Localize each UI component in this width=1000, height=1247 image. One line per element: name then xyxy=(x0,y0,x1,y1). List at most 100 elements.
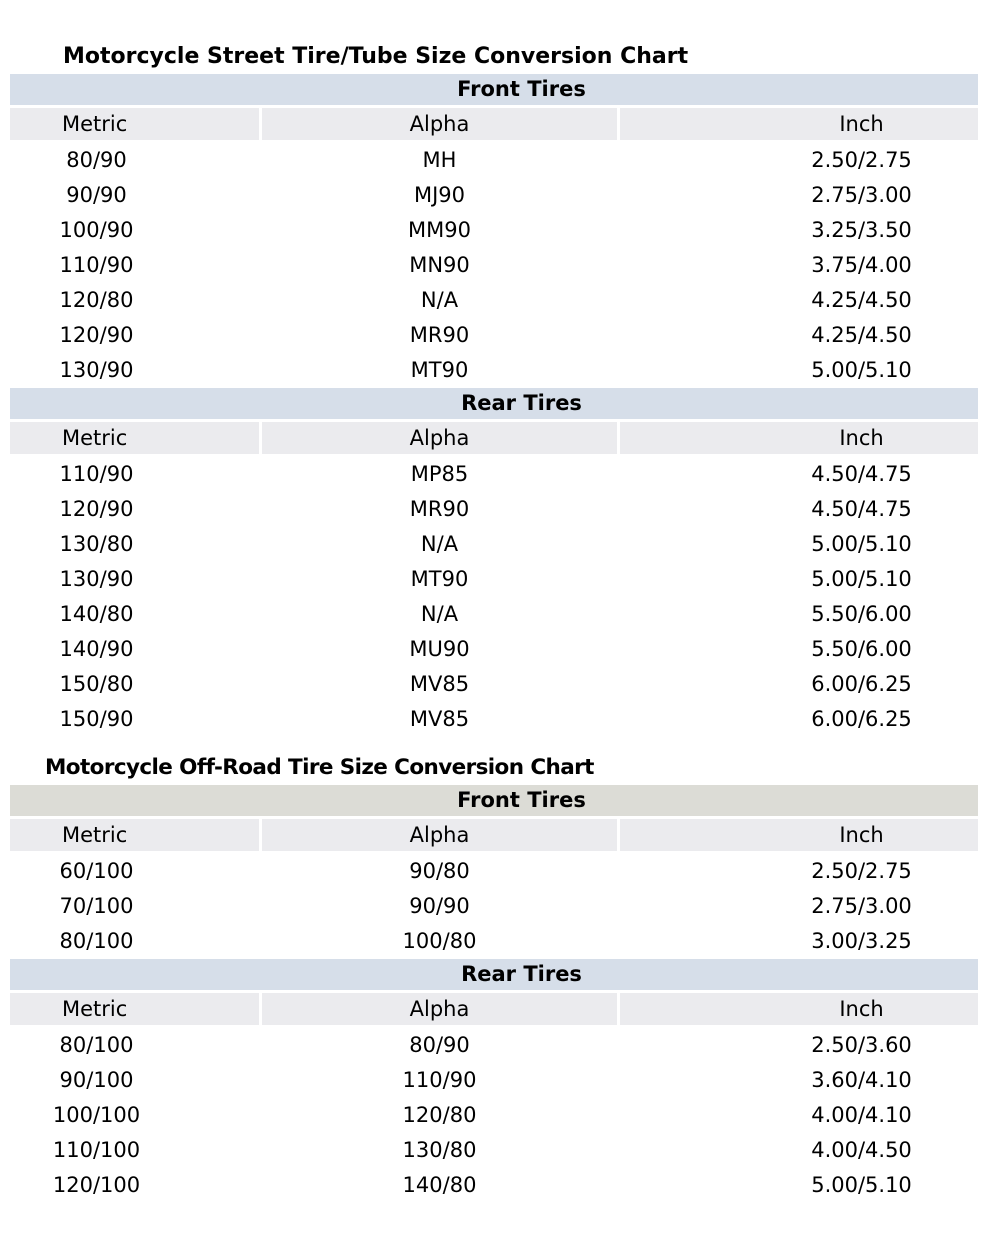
cell-alpha: MT90 xyxy=(410,358,469,382)
cell-alpha: 130/80 xyxy=(402,1138,477,1162)
cell-inch: 2.50/3.60 xyxy=(811,1033,912,1057)
cell-alpha: MV85 xyxy=(409,707,470,731)
cell-inch: 5.00/5.10 xyxy=(811,567,912,591)
cell-alpha: MH xyxy=(422,148,457,172)
table-row: 70/100 90/90 2.75/3.00 xyxy=(10,889,978,924)
cell-inch: 4.25/4.50 xyxy=(811,323,912,347)
cell-alpha: MM90 xyxy=(408,218,471,242)
cell-metric: 70/100 xyxy=(59,894,134,918)
cell-inch: 5.00/5.10 xyxy=(811,1173,912,1197)
table-row: 130/80 N/A 5.00/5.10 xyxy=(10,527,978,562)
column-header-inch: Inch xyxy=(620,108,978,140)
cell-alpha: 90/80 xyxy=(409,859,470,883)
column-header-metric: Metric xyxy=(10,108,259,140)
cell-alpha: 100/80 xyxy=(402,929,477,953)
column-header-alpha: Alpha xyxy=(262,993,617,1025)
column-header-metric: Metric xyxy=(10,993,259,1025)
table-row: 120/100 140/80 5.00/5.10 xyxy=(10,1168,978,1203)
cell-alpha: 80/90 xyxy=(409,1033,470,1057)
table-row: 60/100 90/80 2.50/2.75 xyxy=(10,854,978,889)
cell-metric: 100/90 xyxy=(59,218,134,242)
column-header-inch: Inch xyxy=(620,422,978,454)
cell-metric: 80/100 xyxy=(59,929,134,953)
cell-inch: 4.00/4.10 xyxy=(811,1103,912,1127)
table-row: 80/100 100/80 3.00/3.25 xyxy=(10,924,978,959)
cell-metric: 110/90 xyxy=(59,253,134,277)
cell-alpha: MP85 xyxy=(410,462,469,486)
table-row: 90/100 110/90 3.60/4.10 xyxy=(10,1063,978,1098)
table-row: 150/80 MV85 6.00/6.25 xyxy=(10,667,978,702)
column-header-row: Metric Alpha Inch xyxy=(10,422,978,454)
table-row: 140/80 N/A 5.50/6.00 xyxy=(10,597,978,632)
cell-metric: 60/100 xyxy=(59,859,134,883)
cell-inch: 2.75/3.00 xyxy=(811,183,912,207)
cell-metric: 150/80 xyxy=(59,672,134,696)
cell-metric: 110/90 xyxy=(59,462,134,486)
table-row: 120/80 N/A 4.25/4.50 xyxy=(10,283,978,318)
cell-metric: 120/90 xyxy=(59,323,134,347)
table-row: 150/90 MV85 6.00/6.25 xyxy=(10,702,978,737)
table-row: 100/90 MM90 3.25/3.50 xyxy=(10,213,978,248)
section-header: Rear Tires xyxy=(10,388,978,419)
cell-inch: 5.00/5.10 xyxy=(811,358,912,382)
cell-inch: 6.00/6.25 xyxy=(811,707,912,731)
cell-inch: 2.75/3.00 xyxy=(811,894,912,918)
table-row: 100/100 120/80 4.00/4.10 xyxy=(10,1098,978,1133)
cell-inch: 2.50/2.75 xyxy=(811,148,912,172)
table-row: 120/90 MR90 4.50/4.75 xyxy=(10,492,978,527)
table-row: 110/90 MN90 3.75/4.00 xyxy=(10,248,978,283)
cell-alpha: N/A xyxy=(420,532,459,556)
chart-title: Motorcycle Off-Road Tire Size Conversion… xyxy=(45,755,594,780)
table-row: 80/90 MH 2.50/2.75 xyxy=(10,143,978,178)
cell-alpha: MT90 xyxy=(410,567,469,591)
cell-inch: 6.00/6.25 xyxy=(811,672,912,696)
table-row: 110/100 130/80 4.00/4.50 xyxy=(10,1133,978,1168)
cell-alpha: 120/80 xyxy=(402,1103,477,1127)
cell-alpha: MN90 xyxy=(409,253,470,277)
cell-inch: 5.50/6.00 xyxy=(811,602,912,626)
cell-alpha: N/A xyxy=(420,288,459,312)
table-row: 130/90 MT90 5.00/5.10 xyxy=(10,353,978,388)
column-header-metric: Metric xyxy=(10,422,259,454)
cell-inch: 2.50/2.75 xyxy=(811,859,912,883)
cell-metric: 120/90 xyxy=(59,497,134,521)
cell-metric: 80/100 xyxy=(59,1033,134,1057)
table-row: 80/100 80/90 2.50/3.60 xyxy=(10,1028,978,1063)
cell-alpha: 110/90 xyxy=(402,1068,477,1092)
table-row: 120/90 MR90 4.25/4.50 xyxy=(10,318,978,353)
column-header-alpha: Alpha xyxy=(262,422,617,454)
cell-inch: 4.50/4.75 xyxy=(811,497,912,521)
cell-inch: 4.00/4.50 xyxy=(811,1138,912,1162)
section-header: Front Tires xyxy=(10,74,978,105)
cell-metric: 130/90 xyxy=(59,567,134,591)
column-header-row: Metric Alpha Inch xyxy=(10,819,978,851)
cell-alpha: 90/90 xyxy=(409,894,470,918)
cell-metric: 120/100 xyxy=(52,1173,141,1197)
cell-alpha: MV85 xyxy=(409,672,470,696)
street-tire-chart: Motorcycle Street Tire/Tube Size Convers… xyxy=(10,40,978,737)
cell-metric: 150/90 xyxy=(59,707,134,731)
cell-inch: 3.25/3.50 xyxy=(811,218,912,242)
cell-metric: 90/90 xyxy=(66,183,127,207)
cell-alpha: MR90 xyxy=(409,497,470,521)
column-header-metric: Metric xyxy=(10,819,259,851)
cell-inch: 5.00/5.10 xyxy=(811,532,912,556)
table-row: 110/90 MP85 4.50/4.75 xyxy=(10,457,978,492)
cell-inch: 5.50/6.00 xyxy=(811,637,912,661)
column-header-row: Metric Alpha Inch xyxy=(10,993,978,1025)
cell-metric: 130/80 xyxy=(59,532,134,556)
cell-alpha: MJ90 xyxy=(413,183,466,207)
table-row: 140/90 MU90 5.50/6.00 xyxy=(10,632,978,667)
table-row: 130/90 MT90 5.00/5.10 xyxy=(10,562,978,597)
cell-metric: 110/100 xyxy=(52,1138,141,1162)
table-row: 90/90 MJ90 2.75/3.00 xyxy=(10,178,978,213)
column-header-inch: Inch xyxy=(620,819,978,851)
cell-metric: 100/100 xyxy=(52,1103,141,1127)
cell-alpha: MU90 xyxy=(409,637,470,661)
cell-alpha: 140/80 xyxy=(402,1173,477,1197)
cell-inch: 4.50/4.75 xyxy=(811,462,912,486)
cell-metric: 120/80 xyxy=(59,288,134,312)
chart-title: Motorcycle Street Tire/Tube Size Convers… xyxy=(63,44,689,69)
offroad-tire-chart: Motorcycle Off-Road Tire Size Conversion… xyxy=(10,751,978,1203)
cell-metric: 90/100 xyxy=(59,1068,134,1092)
